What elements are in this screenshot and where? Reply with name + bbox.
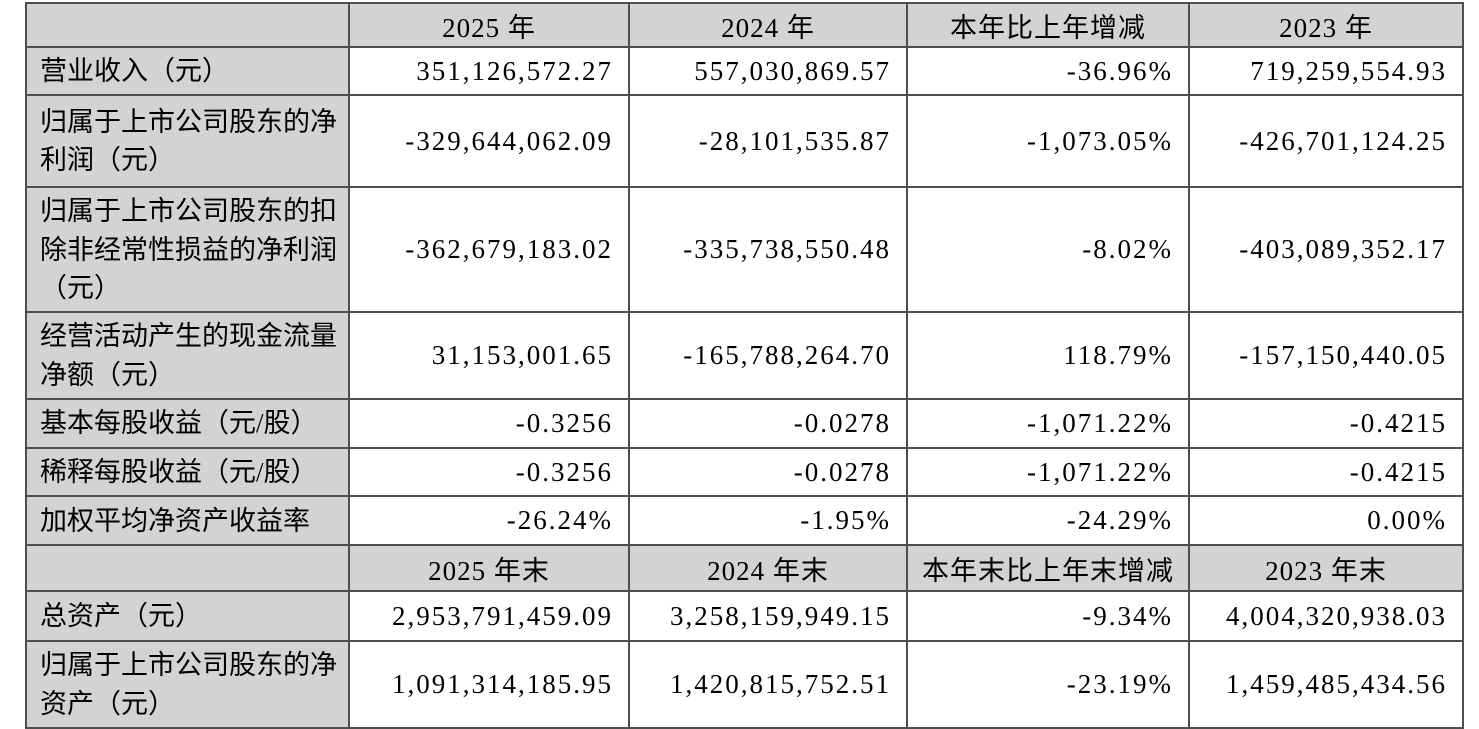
value-cell-change: -1,071.22% xyxy=(906,446,1190,498)
value-cell-change: 118.79% xyxy=(906,311,1190,400)
value-cell-2024: 1,420,815,752.51 xyxy=(628,640,908,729)
header-row-annual: 2025 年 2024 年 本年比上年增减 2023 年 xyxy=(25,2,1464,48)
table-row-net-assets: 归属于上市公司股东的净资产（元） 1,091,314,185.95 1,420,… xyxy=(25,640,1464,729)
value-cell-2024: -0.0278 xyxy=(628,397,908,449)
value-cell-2024: -165,788,264.70 xyxy=(628,311,908,400)
row-label: 归属于上市公司股东的净利润（元） xyxy=(25,94,350,189)
row-label: 归属于上市公司股东的净资产（元） xyxy=(25,640,350,729)
header-row-year-end: 2025 年末 2024 年末 本年末比上年末增减 2023 年末 xyxy=(25,544,1464,593)
value-cell-2023: -0.4215 xyxy=(1188,446,1464,498)
value-cell-2025: 351,126,572.27 xyxy=(348,45,630,97)
table-row-net-profit: 归属于上市公司股东的净利润（元） -329,644,062.09 -28,101… xyxy=(25,94,1464,189)
value-cell-2025: -0.3256 xyxy=(348,446,630,498)
row-label: 经营活动产生的现金流量净额（元） xyxy=(25,311,350,400)
value-cell-change: -24.29% xyxy=(906,495,1190,547)
value-cell-2024: -335,738,550.48 xyxy=(628,186,908,314)
value-cell-2024: 3,258,159,949.15 xyxy=(628,590,908,643)
value-cell-2023: 1,459,485,434.56 xyxy=(1188,640,1464,729)
header-cell-2025: 2025 年 xyxy=(348,2,630,48)
value-cell-2025: -362,679,183.02 xyxy=(348,186,630,314)
table-row-diluted-eps: 稀释每股收益（元/股） -0.3256 -0.0278 -1,071.22% -… xyxy=(25,446,1464,498)
value-cell-2025: 31,153,001.65 xyxy=(348,311,630,400)
value-cell-change: -36.96% xyxy=(906,45,1190,97)
value-cell-change: -9.34% xyxy=(906,590,1190,643)
value-cell-2025: -329,644,062.09 xyxy=(348,94,630,189)
value-cell-change: -8.02% xyxy=(906,186,1190,314)
value-cell-change: -23.19% xyxy=(906,640,1190,729)
table-row-basic-eps: 基本每股收益（元/股） -0.3256 -0.0278 -1,071.22% -… xyxy=(25,397,1464,449)
value-cell-2023: 4,004,320,938.03 xyxy=(1188,590,1464,643)
row-label: 加权平均净资产收益率 xyxy=(25,495,350,547)
header-cell-2023-end: 2023 年末 xyxy=(1188,544,1464,593)
table-row-revenue: 营业收入（元） 351,126,572.27 557,030,869.57 -3… xyxy=(25,45,1464,97)
row-label: 归属于上市公司股东的扣除非经常性损益的净利润（元） xyxy=(25,186,350,314)
value-cell-2023: -0.4215 xyxy=(1188,397,1464,449)
row-label: 总资产（元） xyxy=(25,590,350,643)
header-cell-yoy-change: 本年比上年增减 xyxy=(906,2,1190,48)
value-cell-2025: 2,953,791,459.09 xyxy=(348,590,630,643)
header-cell-2024: 2024 年 xyxy=(628,2,908,48)
table-row-weighted-avg-roe: 加权平均净资产收益率 -26.24% -1.95% -24.29% 0.00% xyxy=(25,495,1464,547)
header-cell-year-end-change: 本年末比上年末增减 xyxy=(906,544,1190,593)
header-cell-2025-end: 2025 年末 xyxy=(348,544,630,593)
header-cell-empty xyxy=(25,544,350,593)
value-cell-2025: 1,091,314,185.95 xyxy=(348,640,630,729)
row-label: 基本每股收益（元/股） xyxy=(25,397,350,449)
value-cell-2023: 719,259,554.93 xyxy=(1188,45,1464,97)
value-cell-2023: -157,150,440.05 xyxy=(1188,311,1464,400)
header-cell-empty xyxy=(25,2,350,48)
header-cell-2024-end: 2024 年末 xyxy=(628,544,908,593)
value-cell-2024: -0.0278 xyxy=(628,446,908,498)
value-cell-2023: -403,089,352.17 xyxy=(1188,186,1464,314)
table-row-operating-cash-flow: 经营活动产生的现金流量净额（元） 31,153,001.65 -165,788,… xyxy=(25,311,1464,400)
value-cell-2023: 0.00% xyxy=(1188,495,1464,547)
value-cell-2025: -26.24% xyxy=(348,495,630,547)
value-cell-change: -1,071.22% xyxy=(906,397,1190,449)
value-cell-change: -1,073.05% xyxy=(906,94,1190,189)
value-cell-2024: 557,030,869.57 xyxy=(628,45,908,97)
value-cell-2025: -0.3256 xyxy=(348,397,630,449)
table-row-total-assets: 总资产（元） 2,953,791,459.09 3,258,159,949.15… xyxy=(25,590,1464,643)
row-label: 营业收入（元） xyxy=(25,45,350,97)
row-label: 稀释每股收益（元/股） xyxy=(25,446,350,498)
header-cell-2023: 2023 年 xyxy=(1188,2,1464,48)
value-cell-2024: -28,101,535.87 xyxy=(628,94,908,189)
value-cell-2023: -426,701,124.25 xyxy=(1188,94,1464,189)
table-row-net-profit-excl-nonrecurring: 归属于上市公司股东的扣除非经常性损益的净利润（元） -362,679,183.0… xyxy=(25,186,1464,314)
value-cell-2024: -1.95% xyxy=(628,495,908,547)
financial-summary-table: 2025 年 2024 年 本年比上年增减 2023 年 营业收入（元） 351… xyxy=(25,2,1464,729)
